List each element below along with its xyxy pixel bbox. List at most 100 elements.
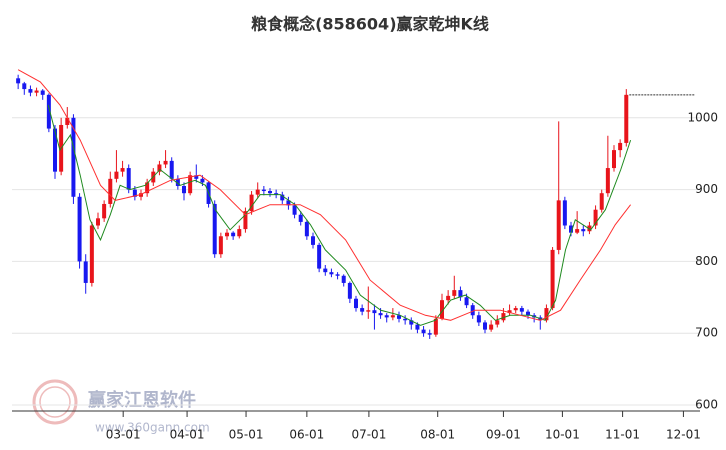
watermark-url: www.360gann.com: [95, 421, 210, 435]
x-tick-label: 08-01: [420, 428, 455, 442]
candle-body: [403, 318, 408, 321]
candle-body: [311, 236, 315, 245]
candle-body: [218, 236, 223, 255]
candle-body: [329, 272, 334, 275]
candle-body: [464, 297, 469, 306]
candle-body: [513, 308, 518, 311]
candle-body: [194, 175, 199, 179]
candle-body: [96, 218, 100, 226]
candle-body: [157, 164, 162, 172]
candle-body: [304, 221, 309, 237]
candle-body: [624, 94, 629, 143]
candle-body: [40, 90, 45, 95]
candle-body: [145, 182, 150, 194]
candle-body: [575, 229, 580, 233]
candle-body: [132, 189, 137, 197]
candle-body: [550, 249, 555, 309]
candle-body: [618, 142, 623, 151]
candle-body: [599, 193, 604, 210]
candle-body: [261, 189, 266, 192]
candle-body: [562, 200, 567, 226]
candle-body: [593, 209, 598, 226]
candle-body: [22, 83, 27, 90]
candle-body: [433, 318, 438, 335]
candle-body: [526, 311, 530, 316]
candle-body: [415, 324, 420, 330]
candle-body: [452, 290, 457, 296]
candle-body: [556, 200, 561, 250]
y-tick-label: 700: [695, 326, 718, 340]
candle-body: [212, 203, 217, 255]
x-tick-label: 10-01: [545, 428, 580, 442]
candle-body: [292, 205, 297, 215]
chart-title: 粮食概念(858604)赢家乾坤K线: [251, 15, 489, 34]
candle-body: [378, 313, 383, 316]
x-tick-label: 04-01: [170, 428, 205, 442]
candle-body: [341, 275, 346, 283]
candle-body: [354, 298, 358, 309]
candle-body: [360, 308, 365, 312]
candle-body: [286, 200, 291, 206]
candle-body: [489, 324, 494, 330]
candle-body: [108, 178, 113, 204]
candle-body: [28, 89, 33, 93]
candle-body: [384, 315, 389, 318]
candle-body: [114, 171, 119, 179]
candle-body: [280, 194, 285, 201]
candle-body: [519, 308, 524, 312]
candle-body: [501, 313, 506, 321]
candle-body: [612, 150, 616, 169]
candle-body: [507, 310, 512, 314]
candle-body: [188, 175, 193, 194]
candle-body: [476, 315, 481, 323]
moving-average-line: [17, 69, 631, 321]
x-tick-label: 05-01: [229, 428, 264, 442]
candle-body: [175, 178, 180, 187]
candle-body: [16, 78, 21, 84]
x-tick-label: 09-01: [486, 428, 521, 442]
candle-body: [470, 305, 475, 316]
y-tick-label: 1000: [687, 110, 718, 124]
candle-body: [77, 196, 82, 262]
candle-body: [83, 261, 88, 283]
candle-body: [390, 315, 395, 318]
candle-body: [255, 189, 260, 195]
candle-body: [102, 203, 107, 219]
candle-body: [46, 94, 51, 129]
y-tick-label: 600: [695, 398, 718, 412]
candle-body: [427, 333, 432, 335]
x-tick-label: 07-01: [351, 428, 386, 442]
candle-body: [323, 268, 328, 273]
candle-body: [397, 315, 401, 319]
candle-body: [268, 191, 272, 194]
x-tick-label: 11-01: [605, 428, 640, 442]
y-tick-label: 900: [695, 182, 718, 196]
candle-body: [483, 322, 487, 330]
watermark-logo: [32, 379, 78, 425]
candle-body: [120, 168, 125, 172]
candle-body: [182, 186, 186, 194]
moving-average-line: [47, 104, 632, 326]
candle-body: [225, 232, 229, 237]
watermark-brand: 赢家江恩软件: [88, 389, 196, 411]
candle-body: [126, 168, 131, 190]
candle-body: [237, 229, 242, 237]
candle-body: [335, 274, 340, 276]
candle-body: [569, 225, 573, 233]
candle-body: [544, 308, 549, 321]
candle-body: [372, 310, 377, 314]
candle-body: [200, 178, 205, 183]
candle-body: [495, 320, 500, 325]
candle-body: [231, 232, 236, 237]
candle-body: [274, 193, 279, 195]
candle-body: [65, 117, 70, 125]
candle-body: [317, 244, 322, 269]
candle-body: [409, 320, 414, 325]
candle-body: [347, 282, 352, 299]
candle-body: [89, 225, 94, 283]
candle-body: [366, 310, 371, 312]
x-tick-label: 06-01: [289, 428, 324, 442]
candle-body: [34, 90, 39, 93]
x-tick-label: 03-01: [106, 428, 141, 442]
